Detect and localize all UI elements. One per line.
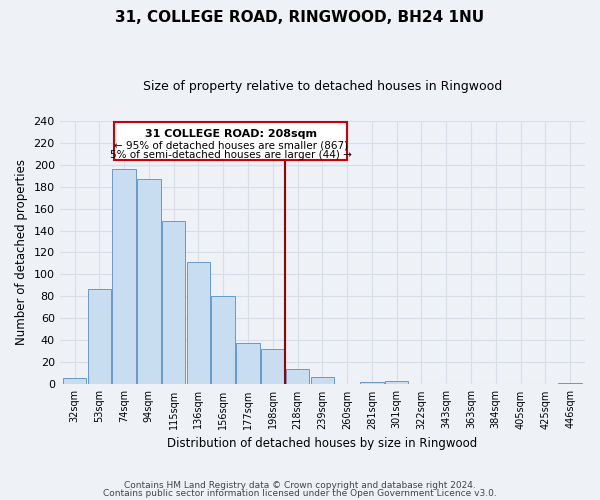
Bar bbox=[187, 262, 210, 384]
Y-axis label: Number of detached properties: Number of detached properties bbox=[15, 160, 28, 346]
Bar bbox=[286, 369, 310, 384]
Text: Contains HM Land Registry data © Crown copyright and database right 2024.: Contains HM Land Registry data © Crown c… bbox=[124, 481, 476, 490]
Bar bbox=[211, 296, 235, 384]
Text: 5% of semi-detached houses are larger (44) →: 5% of semi-detached houses are larger (4… bbox=[110, 150, 352, 160]
Bar bbox=[311, 376, 334, 384]
Bar bbox=[63, 378, 86, 384]
X-axis label: Distribution of detached houses by size in Ringwood: Distribution of detached houses by size … bbox=[167, 437, 478, 450]
Text: 31, COLLEGE ROAD, RINGWOOD, BH24 1NU: 31, COLLEGE ROAD, RINGWOOD, BH24 1NU bbox=[115, 10, 485, 25]
Bar bbox=[385, 381, 409, 384]
Bar bbox=[137, 179, 161, 384]
FancyBboxPatch shape bbox=[114, 122, 347, 160]
Bar bbox=[261, 349, 284, 384]
Bar bbox=[112, 169, 136, 384]
Bar bbox=[360, 382, 383, 384]
Bar bbox=[236, 342, 260, 384]
Bar bbox=[162, 220, 185, 384]
Title: Size of property relative to detached houses in Ringwood: Size of property relative to detached ho… bbox=[143, 80, 502, 93]
Bar bbox=[88, 289, 111, 384]
Text: Contains public sector information licensed under the Open Government Licence v3: Contains public sector information licen… bbox=[103, 488, 497, 498]
Text: ← 95% of detached houses are smaller (867): ← 95% of detached houses are smaller (86… bbox=[113, 140, 348, 150]
Text: 31 COLLEGE ROAD: 208sqm: 31 COLLEGE ROAD: 208sqm bbox=[145, 130, 317, 140]
